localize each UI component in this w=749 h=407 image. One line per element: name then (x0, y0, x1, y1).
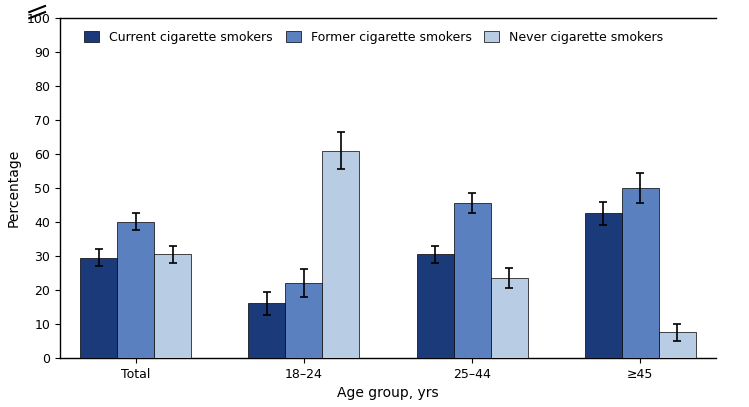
Bar (659, 332, 696, 358)
Bar (154, 254, 191, 358)
Bar (323, 151, 360, 358)
Legend: Current cigarette smokers, Former cigarette smokers, Never cigarette smokers: Current cigarette smokers, Former cigare… (79, 26, 668, 49)
Bar (249, 304, 285, 358)
X-axis label: Age group, yrs: Age group, yrs (337, 386, 439, 400)
Bar (118, 222, 154, 358)
Bar (416, 254, 454, 358)
Bar (285, 283, 323, 358)
Bar (80, 258, 118, 358)
Bar (491, 278, 528, 358)
Bar (585, 213, 622, 358)
Y-axis label: Percentage: Percentage (7, 149, 21, 227)
Bar (454, 203, 491, 358)
Bar (622, 188, 659, 358)
